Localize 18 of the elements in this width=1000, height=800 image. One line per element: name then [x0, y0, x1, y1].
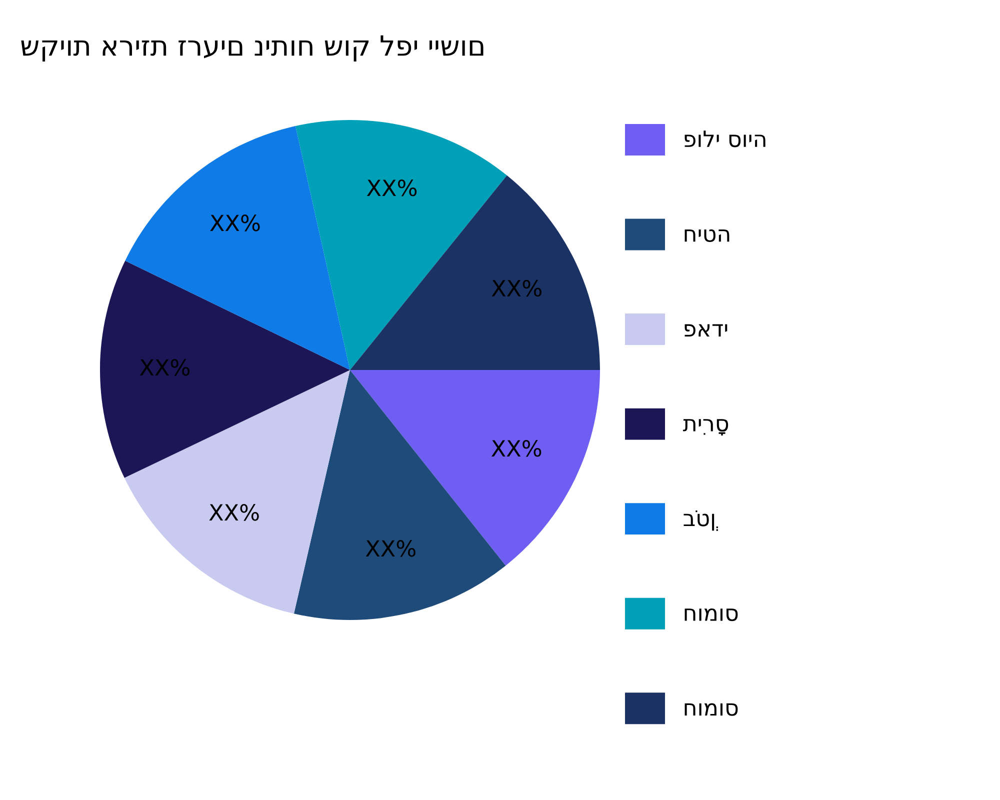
legend-label: תִירָס — [682, 419, 728, 436]
pie-slice — [100, 260, 350, 478]
data-label: XX% — [492, 280, 542, 297]
legend-label: חיטה — [684, 229, 730, 242]
data-label: XX% — [366, 540, 416, 557]
pie-slice — [350, 175, 600, 370]
legend-label: פאדי — [684, 324, 728, 336]
legend-label: חומוס — [684, 608, 738, 622]
data-label: XX% — [366, 179, 417, 196]
data-label: XX% — [492, 440, 542, 457]
legend-label: בֹטְן — [684, 510, 718, 531]
data-label: XX% — [209, 504, 259, 521]
chart-title: שקיות אריזת זרעים ניתוח שוק לפי יישום — [21, 35, 484, 62]
legend-label: חומוס — [684, 703, 738, 716]
data-label: XX% — [210, 214, 260, 232]
data-label: XX% — [140, 359, 190, 376]
legend-label: פולי סויה — [684, 130, 766, 148]
pie-slice — [350, 370, 600, 566]
